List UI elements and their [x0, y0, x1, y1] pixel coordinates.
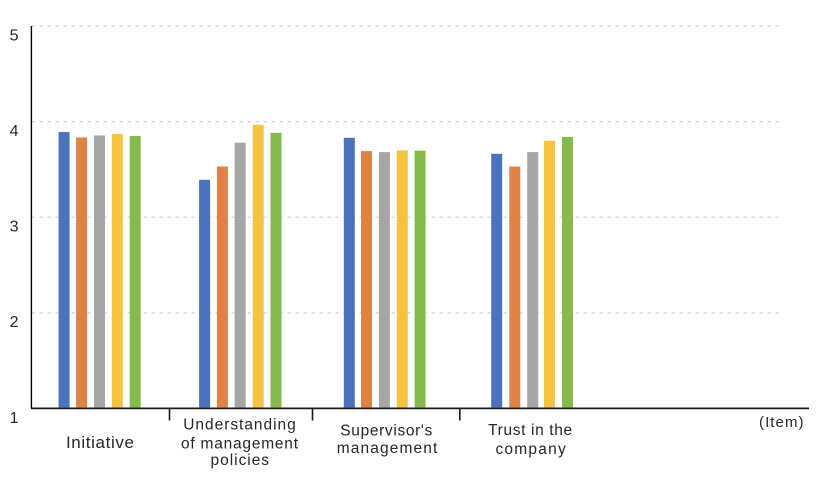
- svg-text:4: 4: [10, 123, 19, 140]
- svg-text:2: 2: [10, 314, 19, 331]
- svg-text:(Item): (Item): [759, 414, 804, 431]
- svg-text:of management: of management: [181, 435, 299, 452]
- svg-text:company: company: [495, 441, 566, 458]
- svg-text:Understanding: Understanding: [183, 416, 296, 433]
- svg-text:Trust in the: Trust in the: [488, 422, 572, 439]
- svg-text:1: 1: [10, 410, 19, 427]
- svg-text:5: 5: [10, 27, 19, 44]
- svg-text:3: 3: [10, 219, 19, 236]
- svg-text:Initiative: Initiative: [66, 433, 134, 452]
- svg-text:Supervisor's: Supervisor's: [340, 423, 432, 440]
- svg-text:management: management: [337, 440, 438, 457]
- svg-text:policies: policies: [211, 452, 270, 469]
